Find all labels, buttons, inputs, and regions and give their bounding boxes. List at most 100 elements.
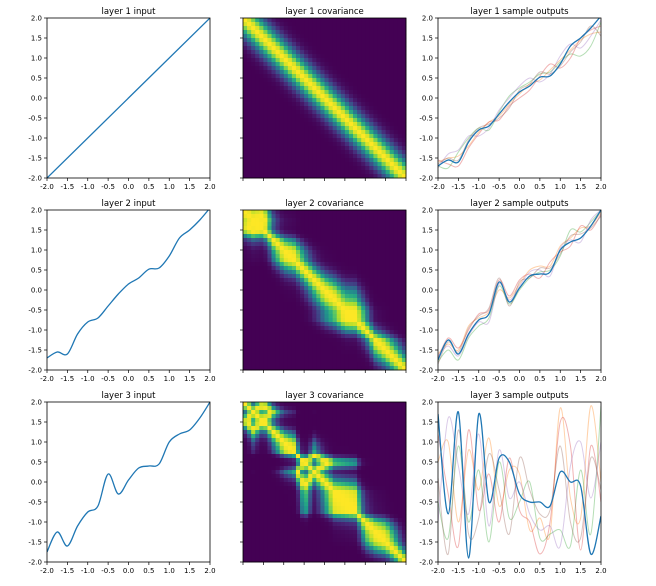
- heatmap-cell: [291, 50, 297, 55]
- heatmap-cell: [304, 114, 309, 119]
- covariance-heatmap: [243, 402, 407, 563]
- heatmap-cell: [332, 286, 338, 291]
- heatmap-cell: [312, 238, 317, 243]
- heatmap-cell: [300, 502, 305, 507]
- heatmap-cell: [300, 534, 305, 539]
- heatmap-cell: [263, 530, 268, 535]
- heatmap-cell: [324, 466, 329, 471]
- heatmap-cell: [283, 150, 289, 155]
- heatmap-cell: [397, 338, 403, 343]
- heatmap-cell: [365, 310, 370, 315]
- heatmap-cell: [353, 158, 358, 163]
- heatmap-cell: [332, 98, 338, 103]
- heatmap-cell: [361, 270, 366, 275]
- heatmap-cell: [287, 266, 293, 271]
- y-tick-label: 0.5: [422, 267, 433, 275]
- heatmap-cell: [332, 542, 338, 547]
- heatmap-cell: [295, 158, 301, 163]
- heatmap-cell: [332, 158, 338, 163]
- heatmap-cell: [369, 114, 374, 119]
- heatmap-cell: [300, 162, 305, 167]
- heatmap-cell: [300, 226, 305, 231]
- heatmap-cell: [291, 430, 297, 435]
- heatmap-cell: [291, 538, 297, 543]
- heatmap-cell: [344, 122, 350, 127]
- heatmap-cell: [401, 458, 407, 463]
- heatmap-cell: [381, 38, 387, 43]
- heatmap-cell: [377, 430, 382, 435]
- heatmap-cell: [259, 62, 264, 67]
- heatmap-cell: [316, 526, 321, 531]
- heatmap-cell: [300, 498, 305, 503]
- heatmap-cell: [369, 490, 374, 495]
- heatmap-cell: [393, 466, 399, 471]
- x-tick-label: 1.0: [164, 375, 175, 383]
- heatmap-cell: [389, 298, 395, 303]
- heatmap-cell: [300, 154, 305, 159]
- heatmap-cell: [279, 226, 285, 231]
- heatmap-cell: [300, 346, 305, 351]
- heatmap-cell: [332, 302, 338, 307]
- heatmap-cell: [243, 234, 248, 239]
- heatmap-cell: [275, 118, 281, 123]
- heatmap-cell: [328, 546, 334, 551]
- heatmap-cell: [397, 442, 403, 447]
- heatmap-cell: [275, 298, 281, 303]
- heatmap-cell: [263, 470, 268, 475]
- heatmap-cell: [357, 214, 362, 219]
- heatmap-cell: [344, 258, 350, 263]
- heatmap-cell: [295, 98, 301, 103]
- heatmap-cell: [295, 54, 301, 59]
- heatmap-cell: [353, 94, 358, 99]
- heatmap-cell: [287, 114, 293, 119]
- heatmap-cell: [316, 326, 321, 331]
- heatmap-cell: [361, 526, 366, 531]
- heatmap-cell: [353, 346, 358, 351]
- heatmap-cell: [291, 482, 297, 487]
- sample-line-main: [438, 210, 601, 361]
- heatmap-cell: [295, 290, 301, 295]
- heatmap-cell: [361, 50, 366, 55]
- heatmap-cell: [332, 146, 338, 151]
- heatmap-cell: [279, 274, 285, 279]
- heatmap-cell: [243, 94, 248, 99]
- heatmap-cell: [247, 346, 252, 351]
- heatmap-cell: [377, 518, 382, 523]
- heatmap-cell: [393, 98, 399, 103]
- heatmap-cell: [369, 438, 374, 443]
- heatmap-cell: [316, 334, 321, 339]
- heatmap-cell: [361, 42, 366, 47]
- heatmap-cell: [304, 446, 309, 451]
- heatmap-cell: [259, 346, 264, 351]
- heatmap-cell: [283, 238, 289, 243]
- heatmap-cell: [320, 534, 325, 539]
- heatmap-cell: [332, 334, 338, 339]
- heatmap-cell: [348, 282, 354, 287]
- heatmap-cell: [385, 210, 391, 215]
- heatmap-cell: [389, 250, 395, 255]
- heatmap-cell: [279, 146, 285, 151]
- heatmap-cell: [353, 322, 358, 327]
- heatmap-cell: [373, 422, 378, 427]
- heatmap-cell: [377, 138, 382, 143]
- heatmap-cell: [336, 322, 342, 327]
- heatmap-cell: [287, 34, 293, 39]
- x-tick-label: -1.0: [81, 183, 95, 191]
- heatmap-cell: [377, 18, 382, 23]
- heatmap-cell: [340, 110, 346, 115]
- heatmap-cell: [385, 110, 391, 115]
- heatmap-cell: [259, 506, 264, 511]
- heatmap-cell: [393, 518, 399, 523]
- heatmap-cell: [275, 286, 281, 291]
- heatmap-cell: [389, 106, 395, 111]
- heatmap-cell: [401, 50, 407, 55]
- heatmap-cell: [348, 246, 354, 251]
- heatmap-cell: [397, 274, 403, 279]
- heatmap-cell: [283, 522, 289, 527]
- heatmap-cell: [397, 522, 403, 527]
- heatmap-cell: [255, 138, 260, 143]
- heatmap-cell: [300, 134, 305, 139]
- heatmap-cell: [361, 362, 366, 367]
- heatmap-cell: [393, 402, 399, 407]
- heatmap-cell: [283, 262, 289, 267]
